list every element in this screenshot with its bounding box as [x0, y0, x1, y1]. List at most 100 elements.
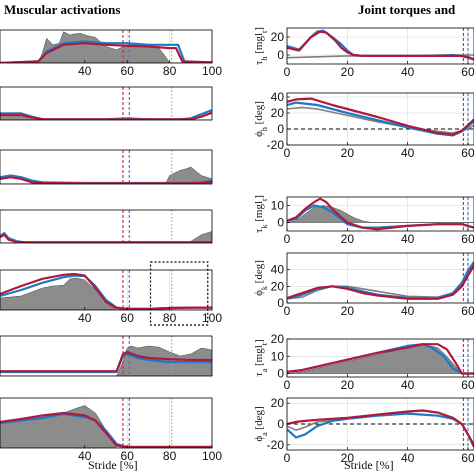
panel-l6	[0, 335, 213, 377]
x-tick-label: 40	[78, 64, 92, 78]
series-red-line	[0, 350, 212, 373]
series-red-line	[0, 233, 212, 243]
y-tick-label: -20	[267, 438, 285, 452]
x-tick-label: 0	[284, 232, 291, 246]
series-blue-line	[287, 412, 474, 446]
x-tick-label: 60	[121, 64, 135, 78]
x-tick-label: 20	[341, 451, 355, 465]
plot-area	[0, 270, 212, 310]
axes-frame	[0, 149, 213, 185]
left-x-label: Stride [%]	[88, 458, 138, 472]
y-axis-label: τh [mglt]	[253, 27, 269, 65]
axes-frame	[0, 29, 213, 64]
plot-area	[287, 253, 474, 303]
series-red-line	[287, 343, 474, 375]
y-tick-label: 0	[277, 122, 284, 136]
series-red-line	[287, 197, 474, 231]
y-tick-label: 20	[271, 30, 285, 44]
series-red-line	[287, 97, 474, 136]
x-tick-label: 60	[121, 311, 135, 325]
x-tick-label: 20	[341, 65, 355, 79]
series-blue-line	[287, 262, 474, 300]
axes-frame	[0, 209, 213, 244]
panel-l3	[0, 149, 213, 185]
plot-area	[287, 197, 474, 231]
x-tick-label: 40	[78, 449, 92, 463]
x-tick-label: 100	[202, 311, 222, 325]
axes-frame	[286, 196, 474, 232]
x-tick-label: 60	[461, 65, 474, 79]
x-tick-label: 40	[401, 451, 415, 465]
y-tick-label: 20	[271, 332, 285, 346]
x-tick-label: 80	[163, 64, 177, 78]
plot-area	[0, 398, 212, 448]
x-tick-label: 60	[121, 449, 135, 463]
y-axis-label: τk [mglt]	[253, 195, 269, 233]
measured-area	[0, 277, 212, 310]
y-tick-label: 10	[271, 199, 285, 213]
x-tick-label: 0	[284, 378, 291, 392]
y-tick-label: 0	[277, 216, 284, 230]
x-tick-label: 60	[461, 451, 474, 465]
series-blue-line	[0, 232, 212, 243]
x-tick-label: 20	[341, 304, 355, 318]
y-tick-label: 0	[277, 367, 284, 381]
panel-l5: 40 60 80 100	[0, 261, 222, 326]
plot-area	[287, 28, 474, 64]
left-title: Muscular activations	[4, 2, 120, 17]
x-tick-label: 20	[341, 378, 355, 392]
plot-area	[0, 150, 212, 184]
x-tick-label: 60	[461, 304, 474, 318]
x-tick-label: 0	[284, 146, 291, 160]
x-tick-label: 20	[341, 146, 355, 160]
y-axis-label: ϕh [deg]	[253, 101, 269, 137]
plot-area	[0, 336, 212, 376]
panel-l4	[0, 209, 213, 244]
series-red-line	[287, 30, 474, 61]
x-tick-label: 40	[401, 232, 415, 246]
y-tick-label: 0	[277, 296, 284, 310]
panel-l7: 40 60 80 100	[0, 397, 222, 463]
series-red-line	[0, 411, 212, 448]
axes-frame	[286, 92, 474, 146]
y-axis-label: τa [mglt]	[253, 339, 269, 376]
plot-area	[287, 93, 474, 145]
x-tick-label: 0	[284, 304, 291, 318]
y-tick-label: 10	[271, 349, 285, 363]
plot-area	[0, 30, 212, 63]
x-tick-label: 100	[202, 64, 222, 78]
measured-area	[287, 205, 474, 223]
series-red-line	[0, 42, 212, 63]
axes-frame	[286, 252, 474, 304]
x-tick-label: 80	[163, 449, 177, 463]
y-tick-label: -20	[267, 138, 285, 152]
axes-frame	[286, 27, 474, 65]
y-axis-label: ϕa [deg]	[253, 406, 269, 441]
x-tick-label: 40	[401, 378, 415, 392]
axes-frame	[286, 338, 474, 378]
y-tick-label: 20	[271, 396, 285, 410]
y-tick-label: 40	[271, 90, 285, 104]
x-tick-label: 60	[461, 232, 474, 246]
axes-frame	[0, 86, 213, 121]
plot-area	[287, 398, 474, 450]
y-tick-label: 40	[271, 263, 285, 277]
x-tick-label: 0	[284, 65, 291, 79]
x-tick-label: 100	[202, 449, 222, 463]
panel-l2	[0, 86, 213, 121]
x-tick-label: 40	[401, 304, 415, 318]
measured-area	[0, 405, 212, 448]
right-title: Joint torques and	[358, 2, 456, 17]
series-red-line	[0, 272, 212, 310]
series-red-line	[0, 176, 212, 184]
series-red-line	[287, 409, 474, 448]
y-tick-label: 20	[271, 106, 285, 120]
